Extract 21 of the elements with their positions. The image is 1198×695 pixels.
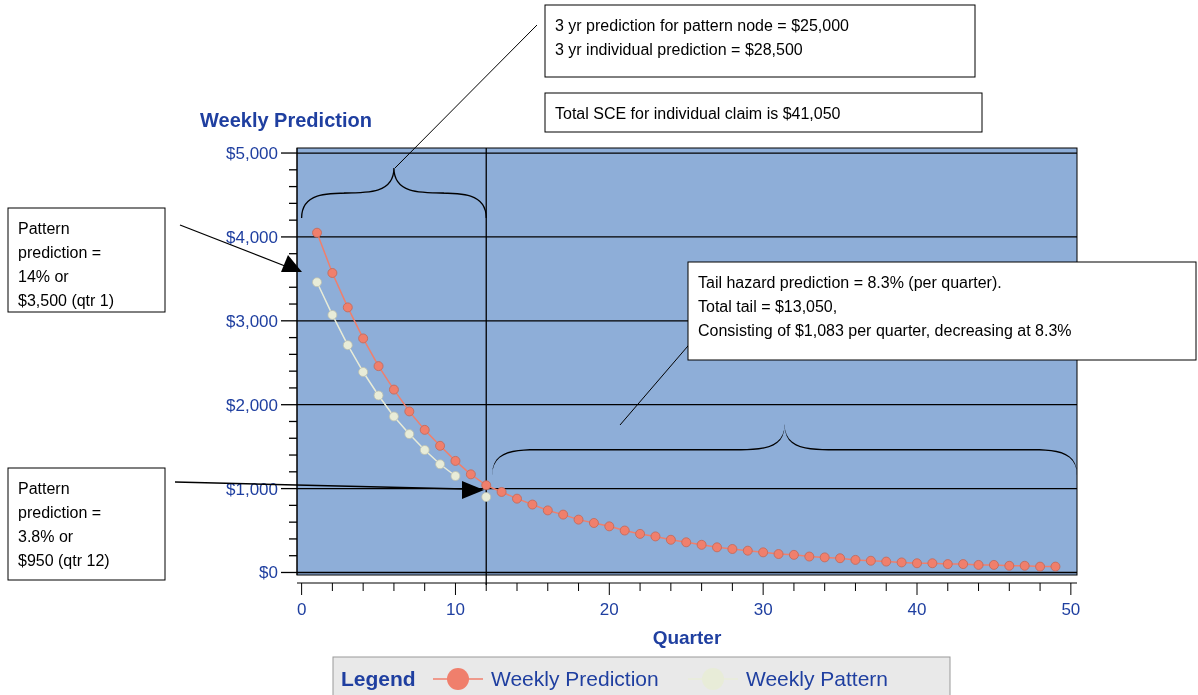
text: Pattern prediction = 3.8% or $950 (qtr 12) xyxy=(18,480,110,569)
legend-title: Legend xyxy=(341,667,416,690)
x-tick-label: 30 xyxy=(753,600,773,619)
text: Pattern prediction = 14% or $3,500 (qtr 1) xyxy=(18,220,115,309)
x-axis-title: Quarter xyxy=(652,627,722,648)
x-tick-label: 50 xyxy=(1061,600,1081,619)
x-tick-label: 20 xyxy=(599,600,619,619)
chart-title: Weekly Prediction xyxy=(200,109,372,131)
x-tick-label: 0 xyxy=(296,600,307,619)
legend-label: Weekly Pattern xyxy=(746,667,889,690)
x-tick-label: 10 xyxy=(446,600,465,619)
y-tick-label: $2,000 xyxy=(226,395,278,415)
x-tick-label: 40 xyxy=(907,600,927,619)
y-tick-label: $3,000 xyxy=(226,311,278,331)
text: Total SCE for individual claim is $41,050 xyxy=(555,105,841,122)
y-tick-label: $5,000 xyxy=(226,144,278,164)
y-tick-label: $0 xyxy=(259,563,278,583)
annotation: Tail hazard prediction = 8.3% (per quarter). Total tail = $13,050, Consisting of $1,083 per quarter, decreasing at 8.3% xyxy=(698,274,1072,339)
text: 3 yr prediction for pattern node = $25,000 3 yr individual prediction = $28,500 xyxy=(555,17,850,58)
y-tick-label: $4,000 xyxy=(226,227,278,247)
legend-label: Weekly Prediction xyxy=(491,667,659,690)
